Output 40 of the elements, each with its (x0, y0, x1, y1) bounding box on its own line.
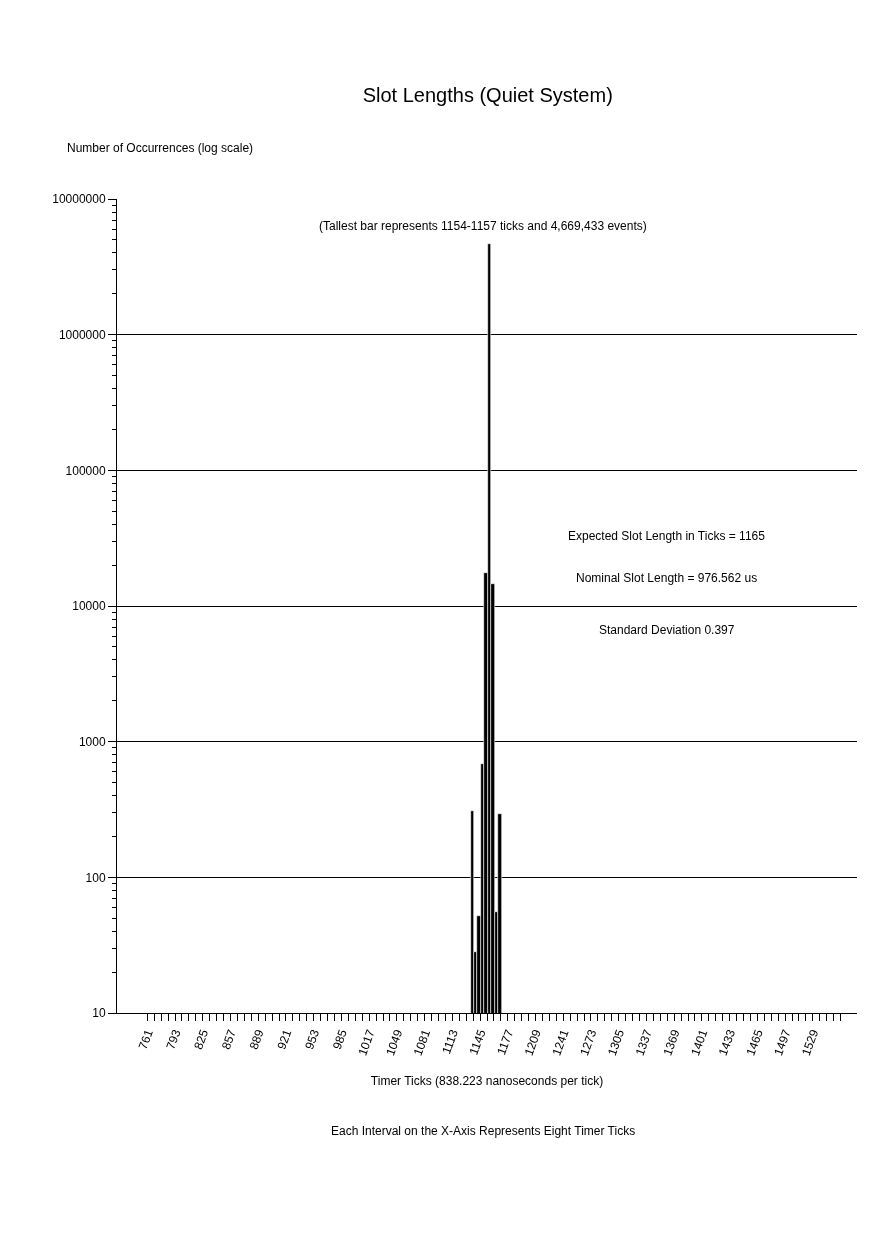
x-tick-label: 921 (274, 1027, 295, 1052)
annotation: Standard Deviation 0.397 (599, 623, 735, 637)
x-tick-label: 1337 (632, 1027, 656, 1058)
y-axis-title: Number of Occurrences (log scale) (67, 141, 254, 155)
x-tick-label: 889 (246, 1027, 267, 1052)
x-tick-label: 1017 (355, 1027, 378, 1058)
x-tick-label: 1049 (383, 1027, 406, 1058)
annotation: (Tallest bar represents 1154-1157 ticks and 4,669,433 events) (319, 219, 647, 233)
chart-title: Slot Lengths (Quiet System) (362, 84, 613, 106)
x-tick-label: 953 (302, 1027, 323, 1052)
x-tick-label: 1209 (521, 1027, 545, 1058)
x-tick-label: 793 (163, 1027, 184, 1052)
x-tick-label: 825 (191, 1027, 212, 1052)
x-tick-label: 1241 (549, 1027, 572, 1058)
y-tick-label: 1000000 (58, 327, 106, 342)
x-tick-label: 1273 (577, 1027, 600, 1058)
x-tick-label: 761 (135, 1027, 156, 1052)
annotation: Nominal Slot Length = 976.562 us (576, 571, 758, 585)
x-tick-label: 1305 (604, 1027, 628, 1058)
x-tick-label: 857 (218, 1027, 240, 1052)
x-tick-label: 1145 (466, 1027, 489, 1057)
x-tick-label: 1401 (688, 1027, 711, 1058)
y-tick-label: 10 (92, 1006, 106, 1021)
y-tick-label: 100 (85, 870, 106, 885)
x-tick-label: 1177 (494, 1027, 517, 1057)
x-tick-label: 1113 (439, 1027, 461, 1056)
annotation: Expected Slot Length in Ticks = 1165 (568, 529, 766, 543)
y-tick-label: 100000 (65, 463, 106, 478)
x-tick-label: 1369 (660, 1027, 683, 1058)
x-axis-title: Timer Ticks (838.223 nanoseconds per tick) (370, 1074, 604, 1089)
y-tick-label: 1000 (78, 734, 106, 749)
x-tick-label: 985 (329, 1027, 350, 1052)
x-tick-label: 1465 (743, 1027, 766, 1058)
y-tick-label: 10000000 (52, 192, 106, 207)
text: Each Interval on the X-Axis Represents Eight Timer Ticks (331, 1124, 636, 1138)
x-tick-label: 1433 (715, 1027, 739, 1058)
y-tick-label: 10000 (72, 599, 106, 614)
x-tick-label: 1497 (771, 1027, 794, 1058)
x-tick-label: 1081 (410, 1027, 434, 1058)
x-tick-label: 1529 (798, 1027, 822, 1058)
